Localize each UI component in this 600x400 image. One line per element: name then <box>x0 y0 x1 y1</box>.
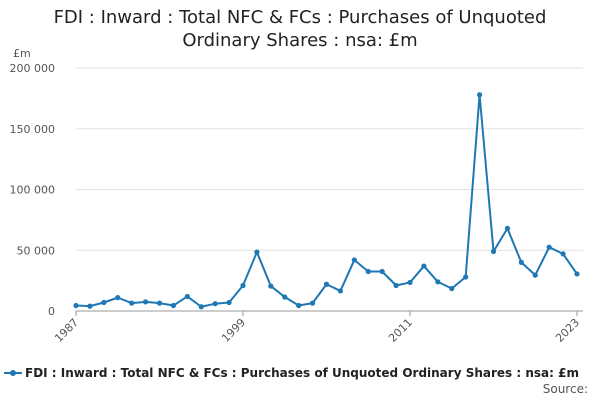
data-point <box>73 302 79 309</box>
gridlines <box>76 67 583 251</box>
y-tick-label: 150 000 <box>10 123 56 136</box>
y-tick-label: 50 000 <box>17 244 56 257</box>
data-point <box>226 299 232 306</box>
data-point <box>142 299 149 305</box>
data-point <box>407 279 413 286</box>
data-point <box>490 248 497 255</box>
data-point <box>240 282 246 289</box>
y-axis-unit-label: £m <box>13 47 31 60</box>
data-point <box>379 268 385 275</box>
legend-swatch-icon <box>4 368 22 378</box>
data-point <box>546 244 552 250</box>
data-point <box>421 263 427 269</box>
data-point <box>365 268 371 275</box>
x-tick-label: 2023 <box>553 316 582 345</box>
data-point <box>309 300 316 306</box>
data-point <box>101 299 107 306</box>
data-point <box>449 285 455 292</box>
data-point <box>337 288 344 294</box>
data-point <box>351 257 357 263</box>
y-tick-label: 0 <box>48 305 55 318</box>
data-point <box>435 279 441 285</box>
series-layer <box>73 92 580 310</box>
data-point <box>476 92 483 98</box>
data-point <box>504 225 511 231</box>
series-line <box>75 93 578 308</box>
data-point <box>518 259 524 265</box>
x-tick-label: 2011 <box>386 316 415 345</box>
data-point <box>212 301 218 307</box>
data-point <box>184 293 190 300</box>
data-point <box>87 303 93 309</box>
data-point <box>296 302 302 309</box>
legend-label: FDI : Inward : Total NFC & FCs : Purchas… <box>25 366 579 380</box>
data-point <box>393 282 399 289</box>
data-point <box>532 272 538 278</box>
data-point <box>170 302 177 309</box>
data-point <box>198 304 204 310</box>
data-point <box>282 294 288 300</box>
chart-title-line-2: Ordinary Shares : nsa: £m <box>182 30 418 51</box>
data-point <box>268 283 274 289</box>
data-point <box>156 300 163 306</box>
y-tick-label: 100 000 <box>10 184 56 197</box>
data-point <box>129 300 135 306</box>
source-label: Source: <box>542 382 588 396</box>
chart-title-line-1: FDI : Inward : Total NFC & FCs : Purchas… <box>53 7 547 28</box>
data-point <box>574 271 580 277</box>
data-point <box>463 274 469 280</box>
data-point <box>254 249 260 255</box>
axes: 0 50 000 100 000 150 000 200 000 1987 1999 2011… <box>10 62 583 345</box>
legend[interactable]: FDI : Inward : Total NFC & FCs : Purchas… <box>4 364 579 382</box>
x-tick-label: 1987 <box>52 316 81 345</box>
chart-title: FDI : Inward : Total NFC & FCs : Purchas… <box>0 6 600 52</box>
data-point <box>323 281 330 287</box>
x-tick-label: 1999 <box>219 316 248 345</box>
y-tick-label: 200 000 <box>10 62 56 75</box>
data-point <box>560 251 566 257</box>
data-point <box>115 295 121 301</box>
